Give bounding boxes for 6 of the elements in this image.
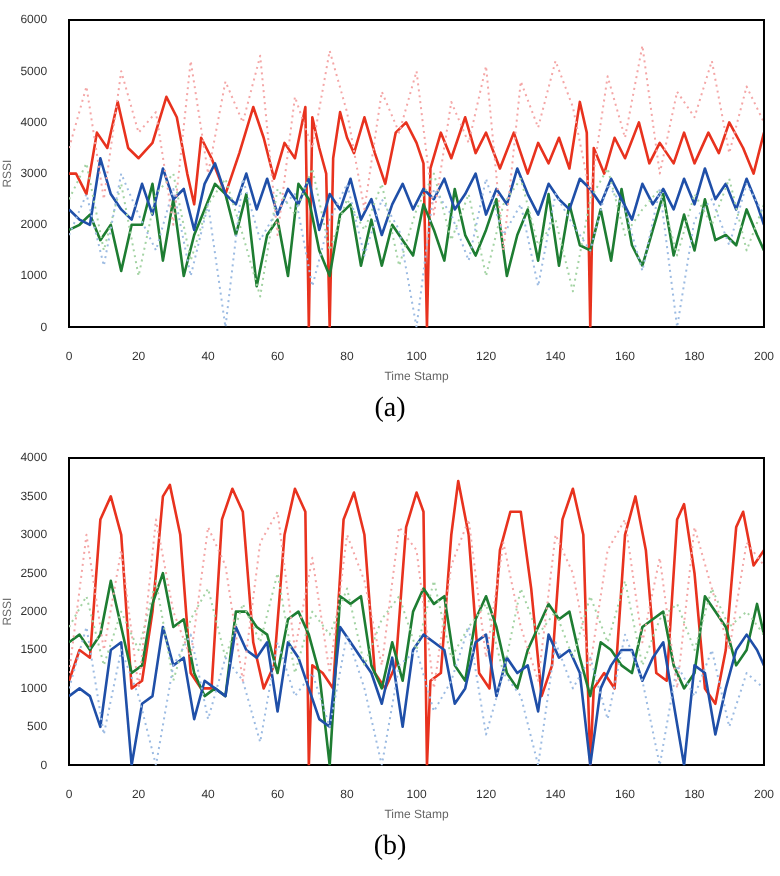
line-series [69, 510, 764, 690]
line-series [69, 162, 764, 298]
line-series [69, 44, 764, 252]
text: (b) [371, 830, 409, 866]
line-series [69, 572, 764, 682]
text: (a) [372, 392, 408, 428]
